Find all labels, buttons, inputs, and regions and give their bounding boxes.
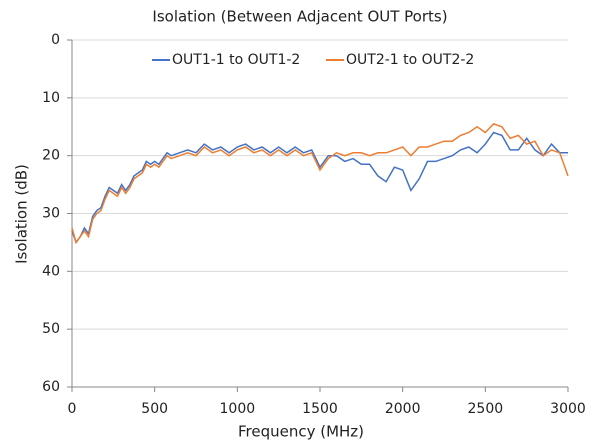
x-tick-label: 500 [141,401,168,417]
x-tick-label: 3000 [550,401,586,417]
chart-title: Isolation (Between Adjacent OUT Ports) [152,8,447,26]
y-tick-label: 20 [42,148,60,164]
x-tick-label: 1000 [220,401,256,417]
y-tick-label: 40 [42,263,60,279]
y-tick-label: 0 [51,32,60,48]
y-tick-label: 10 [42,90,60,106]
x-axis-label: Frequency (MHz) [238,423,364,441]
y-tick-label: 50 [42,321,60,337]
line-series [71,123,569,245]
x-tick-label: 2000 [385,401,421,417]
x-tick-label: 0 [68,401,77,417]
legend-label: OUT1-1 to OUT1-2 [172,52,300,68]
x-tick-label: 1500 [302,401,338,417]
x-tick-label: 2500 [468,401,504,417]
y-axis-label: Isolation (dB) [13,164,31,264]
y-tick-label: 60 [42,379,60,395]
y-tick-label: 30 [42,206,60,222]
line-series [71,131,568,244]
legend-label: OUT2-1 to OUT2-2 [346,52,474,68]
